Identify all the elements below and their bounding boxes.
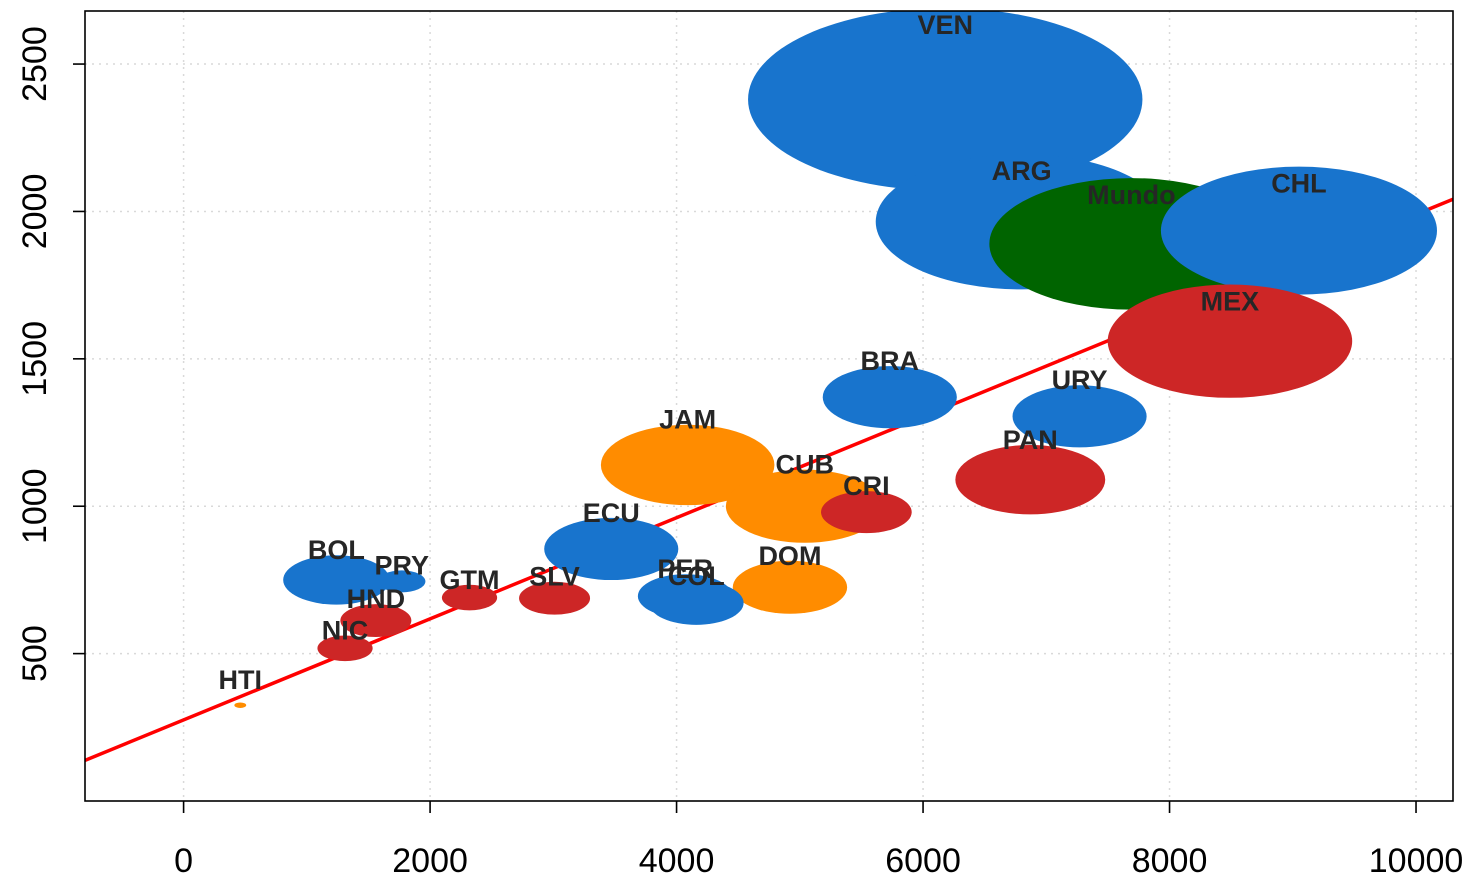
point-label-bol: BOL xyxy=(308,535,365,565)
grid-layer xyxy=(85,11,1453,801)
x-tick-label: 8000 xyxy=(1132,842,1208,878)
x-tick-label: 6000 xyxy=(885,842,961,878)
x-tick-label: 10000 xyxy=(1369,842,1464,878)
point-label-pan: PAN xyxy=(1003,425,1058,455)
y-tick-label: 1000 xyxy=(16,468,54,544)
plot-frame xyxy=(84,10,1454,802)
point-ecu xyxy=(544,517,679,581)
point-ury xyxy=(1012,385,1147,448)
point-bol xyxy=(283,555,390,605)
point-jam xyxy=(600,424,775,506)
point-label-jam: JAM xyxy=(659,405,716,435)
point-label-col: COL xyxy=(668,561,725,591)
point-label-mex: MEX xyxy=(1201,286,1260,316)
x-tick-label: 4000 xyxy=(639,842,715,878)
points-layer xyxy=(234,11,1437,708)
axes-layer: 0 2000 4000 6000 8000 10000 500 1000 1500 2000 250… xyxy=(16,10,1464,878)
point-slv xyxy=(519,581,591,615)
point-label-dom: DOM xyxy=(758,541,821,571)
point-label-hti: HTI xyxy=(219,665,263,695)
point-hnd xyxy=(340,604,412,638)
point-label-ecu: ECU xyxy=(583,498,640,528)
y-tick-label: 2000 xyxy=(16,174,54,250)
point-label-chl: CHL xyxy=(1271,169,1327,199)
point-labels-layer: VEN ARG Mundo CHL MEX BRA URY JAM PAN CUB CRI ECU BO… xyxy=(219,10,1327,695)
point-label-mundo: Mundo xyxy=(1087,180,1175,210)
y-tick-label: 1500 xyxy=(16,321,54,397)
point-pry xyxy=(378,570,426,593)
point-label-ury: URY xyxy=(1052,365,1108,395)
point-cri xyxy=(821,491,912,534)
point-label-arg: ARG xyxy=(992,156,1052,186)
point-gtm xyxy=(441,584,498,611)
point-label-per: PER xyxy=(657,554,713,584)
y-tick-label: 2500 xyxy=(16,26,54,102)
point-dom xyxy=(732,560,848,614)
point-mex xyxy=(1107,284,1353,398)
point-label-gtm: GTM xyxy=(440,565,500,595)
y-tick-label: 500 xyxy=(16,625,54,682)
point-nic xyxy=(317,635,373,662)
point-label-pry: PRY xyxy=(374,550,429,580)
point-col xyxy=(648,580,744,625)
x-tick-label: 0 xyxy=(174,842,193,878)
point-label-hnd: HND xyxy=(347,584,406,614)
point-label-bra: BRA xyxy=(861,346,920,376)
point-label-cub: CUB xyxy=(775,450,834,480)
point-label-nic: NIC xyxy=(322,616,369,646)
point-label-ven: VEN xyxy=(917,10,973,40)
point-chl xyxy=(1160,166,1437,295)
point-ven xyxy=(748,11,1143,191)
point-label-slv: SLV xyxy=(529,562,580,592)
point-label-cri: CRI xyxy=(843,471,890,501)
point-hti xyxy=(234,702,247,708)
x-tick-label: 2000 xyxy=(392,842,468,878)
point-pan xyxy=(955,444,1106,515)
point-bra xyxy=(822,366,957,429)
